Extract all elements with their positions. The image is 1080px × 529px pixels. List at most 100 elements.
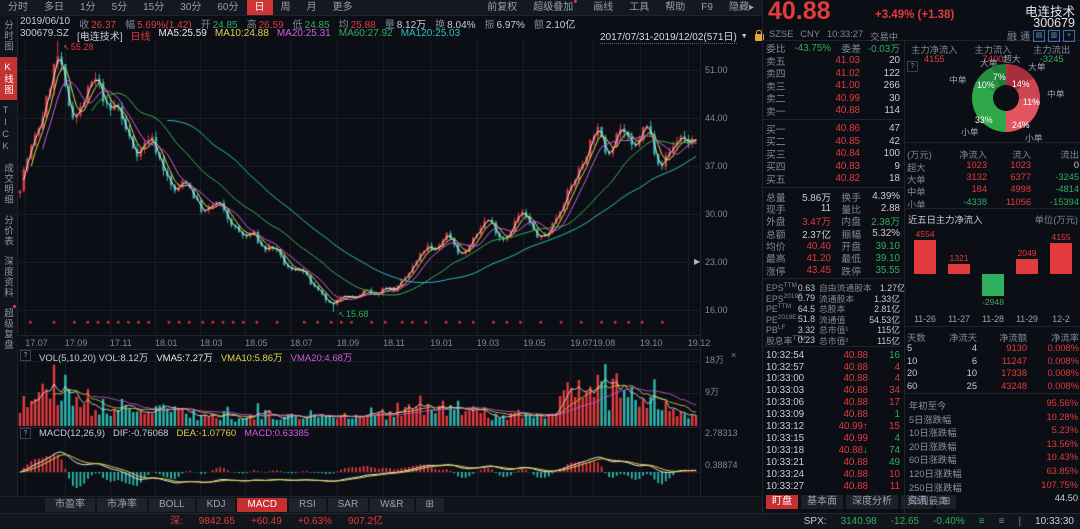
toolbar-action[interactable]: 前复权 (487, 2, 518, 13)
list-icon[interactable]: ≡ (998, 516, 1005, 527)
order-quantity: 20 (889, 55, 900, 67)
indicator-value: DIF:-0.76068 (113, 428, 169, 439)
period-stat-label: 10日涨跌幅 (909, 428, 957, 439)
macd-pane[interactable]: ? MACD(12,26,9) DIF:-0.76068 DEA:-1.07760 MA… (17, 427, 700, 497)
candlestick-chart[interactable] (17, 40, 700, 335)
flow-stats-value: 0.008% (1047, 343, 1079, 353)
quote-mini-icon[interactable]: ▤ (1033, 29, 1045, 42)
sidebar-item[interactable]: 超级复盘 (0, 303, 17, 355)
help-icon[interactable]: ? (20, 350, 31, 361)
panel-tab[interactable]: 深度分析 (846, 495, 898, 509)
toolbar-action[interactable]: 工具 (629, 2, 650, 13)
order-price: 41.00 (835, 80, 860, 92)
timeframe-tab[interactable]: 30分 (180, 2, 202, 13)
flow-bar-date: 12-2 (1052, 314, 1070, 324)
indicator-tab[interactable]: ⊞ (415, 498, 444, 512)
sidebar-item[interactable]: TICK (0, 104, 11, 153)
timeframe-tab[interactable]: 周 (280, 2, 291, 13)
info-field-label: 开 (200, 20, 211, 31)
timeframe-tab[interactable]: 日 (246, 0, 273, 15)
timeframe-tab[interactable]: 1分 (80, 2, 96, 13)
timeframe-tab[interactable]: 60分 (217, 2, 239, 13)
section-divider (763, 278, 903, 280)
indicator-tab[interactable]: 市盈率 (45, 498, 95, 512)
info-field: 均 25.88 (339, 16, 376, 31)
lock-icon[interactable] (754, 29, 764, 41)
sidebar-item[interactable]: 分价表 (2, 214, 13, 247)
toolbar-action[interactable]: 画线 (593, 2, 614, 13)
order-book-row[interactable]: 买一 40.86 47 (763, 122, 903, 136)
currency-label: CNY (800, 29, 820, 39)
fundamental-row: EPS2019E 0.79 流通股本 1.33亿 (763, 292, 903, 304)
help-icon[interactable]: ? (907, 61, 918, 72)
stat-value: 43.45 (806, 265, 831, 277)
toolbar-action[interactable]: 超级叠加 (525, 0, 585, 15)
panel-tab[interactable]: 盯盘 (766, 495, 798, 509)
sidebar-item[interactable]: 成交明细 (2, 162, 13, 205)
ask-bid-divider (763, 118, 903, 120)
info-field: 高 26.59 (247, 16, 284, 31)
flow-bar-value: 4554 (915, 229, 935, 239)
order-book-row[interactable]: 买二 40.85 42 (763, 134, 903, 149)
panel-tab[interactable]: 资讯 (901, 495, 933, 509)
timeframe-tab[interactable]: 多日 (44, 2, 64, 13)
order-book-row[interactable]: 买四 40.83 9 (763, 159, 903, 174)
index-quote-spx[interactable]: SPX: 3140.98 -12.65 -0.40% ≡ ≡ | 10:33:30 (804, 514, 1074, 529)
order-book-row[interactable]: 卖一 40.88 114 (763, 104, 903, 118)
panel-tab[interactable]: 基本面 (801, 495, 843, 509)
volume-pane[interactable]: ? VOL(5,10,20) VOL:8.12万 VMA5:7.27万 VMA10:5… (17, 349, 700, 428)
weibi-label: 委比 (766, 44, 786, 55)
order-book-row[interactable]: 买五 40.82 18 (763, 172, 903, 186)
order-book-row[interactable]: 卖四 41.02 122 (763, 66, 903, 81)
indicator-tab[interactable]: RSI (288, 498, 326, 512)
quote-mini-icon[interactable]: ▥ (1048, 29, 1060, 42)
panel-tab[interactable]: ⊞ (936, 495, 957, 509)
indicator-tab[interactable]: KDJ (196, 498, 236, 512)
order-level-label: 卖三 (766, 81, 786, 93)
order-book-row[interactable]: 卖五 41.03 20 (763, 54, 903, 68)
quote-mini-icon[interactable]: + (1063, 29, 1075, 42)
order-quantity: 100 (883, 148, 900, 160)
timeframe-tab[interactable]: 5分 (111, 2, 128, 13)
sidebar-item[interactable]: 分时图 (2, 20, 13, 52)
indicator-tab[interactable]: BOLL (149, 498, 195, 512)
tick-price-value: 40.99 (838, 421, 864, 433)
toolbar-action[interactable]: 隐藏▸ (728, 2, 754, 13)
flow-header-label: 主力净流入 (911, 45, 958, 55)
indicator-tab[interactable]: MACD (237, 498, 287, 512)
close-icon[interactable]: × (731, 350, 737, 360)
list-icon[interactable]: ≡ (978, 516, 985, 527)
stat-value: 4.39% (872, 191, 900, 203)
pane-axis-label: 18万 (705, 355, 725, 365)
tick-quantity: 34 (889, 385, 900, 397)
flow-header-value: 7400 (982, 54, 1004, 64)
order-book-row[interactable]: 卖二 40.99 30 (763, 91, 903, 106)
timeframe-tab[interactable]: 月 (306, 2, 317, 13)
index-quote-shenzhen[interactable]: 深: 9842.65 +60.49 +0.63% 907.2亿 (170, 514, 383, 529)
fundamental-row: PBLF 3.32 总市值¹ 115亿 (763, 323, 903, 335)
flow-column-header: 净流入 (959, 150, 987, 160)
flow-cell-value: 1023 (1010, 160, 1031, 170)
flow-stats-value: 25 (966, 380, 977, 391)
indicator-tab[interactable]: W&R (370, 498, 414, 512)
indicator-tab[interactable]: 市净率 (97, 498, 147, 512)
toolbar-action[interactable]: F9 (701, 2, 713, 13)
flow-bar-date: 11-29 (1016, 314, 1038, 324)
tick-row: 10:33:09 40.88 1 (763, 409, 903, 421)
help-icon[interactable]: ? (20, 428, 31, 439)
indicator-tab[interactable]: SAR (327, 498, 369, 512)
timeframe-tab[interactable]: 15分 (143, 2, 165, 13)
timeframe-tab[interactable]: 分时 (8, 2, 28, 13)
chevron-down-icon[interactable]: ▼ (740, 32, 748, 40)
sidebar-item[interactable]: 深度资料 (2, 256, 13, 298)
order-book-row[interactable]: 买三 40.84 100 (763, 147, 903, 161)
stat-label: 外盘 (766, 217, 786, 229)
sidebar-item[interactable]: K线图 (0, 56, 17, 100)
flow-stats-value: 10 (907, 355, 918, 366)
index-label: SPX: (803, 516, 827, 527)
timeframe-tab[interactable]: 更多 (332, 2, 353, 13)
flow-header: 主力净流入 主力流入 主力流出 (905, 42, 1080, 56)
order-book-row[interactable]: 卖三 41.00 266 (763, 79, 903, 93)
toolbar-action[interactable]: 帮助 (665, 2, 686, 13)
